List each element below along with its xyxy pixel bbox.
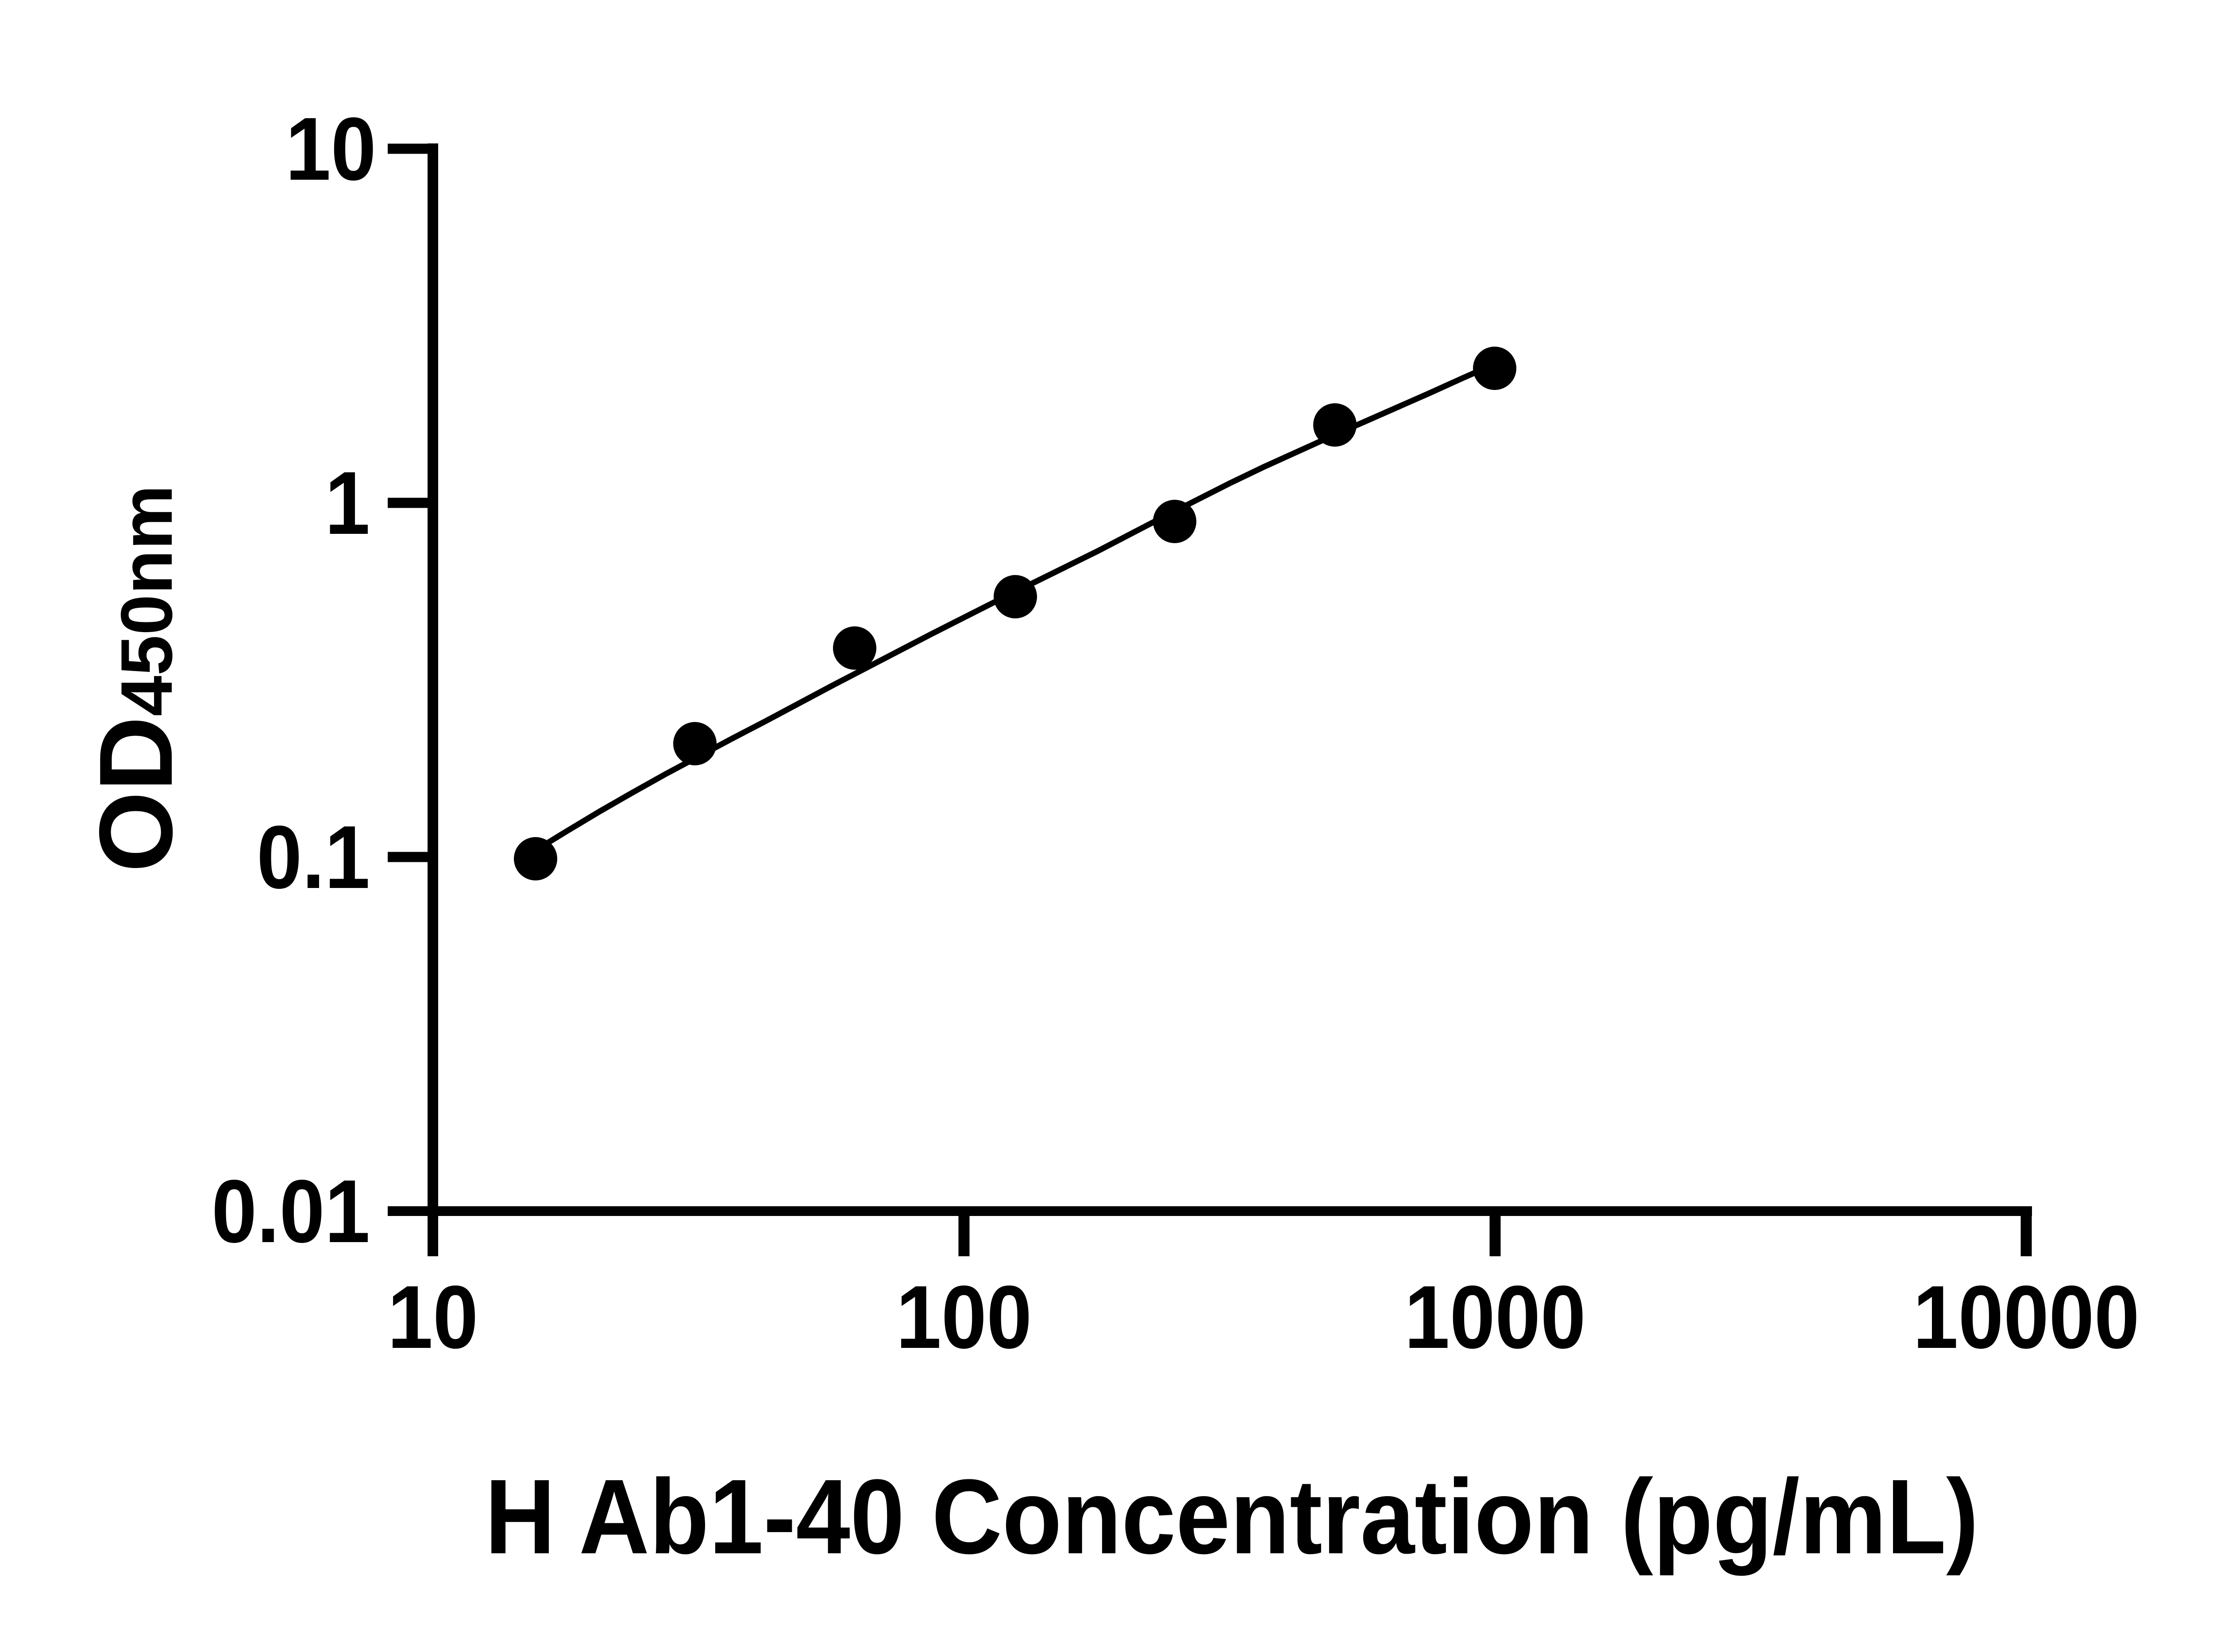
- svg-text:100: 100: [896, 1267, 1032, 1367]
- svg-text:10: 10: [285, 99, 376, 199]
- svg-text:1: 1: [325, 453, 370, 553]
- svg-text:0.01: 0.01: [212, 1161, 370, 1261]
- svg-text:10000: 10000: [1913, 1267, 2140, 1367]
- svg-text:H Ab1-40 Concentration (pg/mL): H Ab1-40 Concentration (pg/mL): [485, 1457, 1979, 1576]
- svg-text:1000: 1000: [1404, 1267, 1586, 1367]
- svg-text:OD450nm: OD450nm: [77, 485, 194, 872]
- svg-text:0.1: 0.1: [257, 807, 370, 907]
- svg-text:10: 10: [388, 1267, 478, 1367]
